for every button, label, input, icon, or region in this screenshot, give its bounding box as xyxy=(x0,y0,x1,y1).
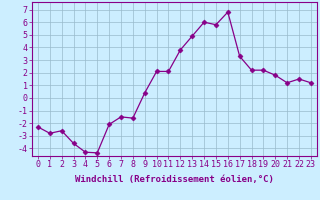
X-axis label: Windchill (Refroidissement éolien,°C): Windchill (Refroidissement éolien,°C) xyxy=(75,175,274,184)
